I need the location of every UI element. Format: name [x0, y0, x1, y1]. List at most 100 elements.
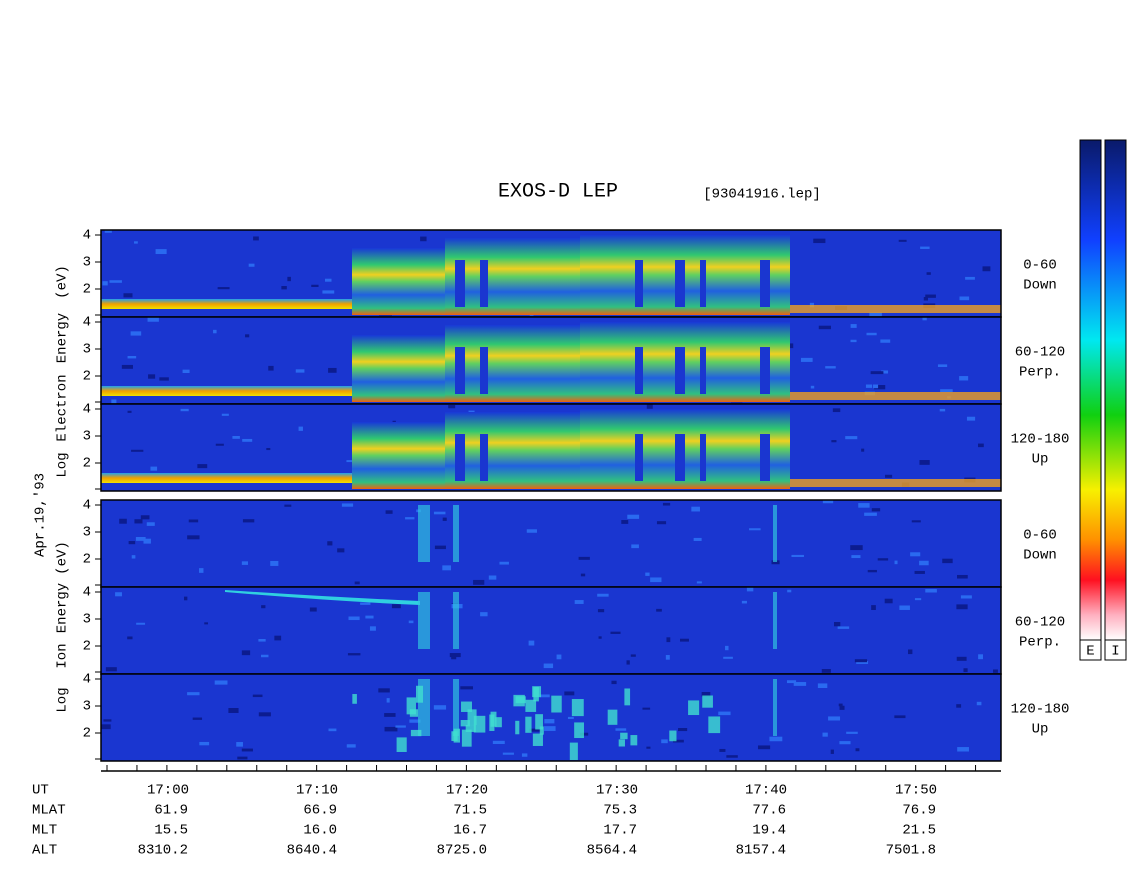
texture — [650, 577, 662, 583]
gap — [760, 434, 770, 481]
texture — [656, 608, 662, 612]
y-tick-label: 2 — [83, 369, 91, 385]
panel-angle: 120-180 — [1011, 702, 1070, 718]
ion-burst — [618, 739, 625, 747]
panel-angle: 0-60 — [1023, 528, 1057, 544]
texture — [499, 561, 509, 565]
low-band — [790, 479, 1001, 487]
row-label: MLT — [32, 823, 57, 839]
texture — [128, 541, 136, 545]
ion-burst — [467, 709, 477, 726]
texture — [957, 574, 968, 579]
ion-burst — [569, 742, 578, 760]
texture — [237, 756, 248, 760]
texture — [661, 739, 668, 744]
texture — [959, 376, 969, 381]
texture — [184, 596, 188, 601]
ion-burst — [571, 699, 584, 717]
texture — [656, 521, 667, 525]
gap — [760, 260, 770, 307]
texture — [741, 600, 747, 604]
texture — [442, 565, 451, 571]
texture — [749, 528, 761, 531]
texture — [925, 589, 937, 593]
texture — [140, 515, 150, 520]
texture — [109, 280, 122, 283]
panel-angle: 60-120 — [1015, 615, 1065, 631]
texture — [528, 640, 535, 646]
texture — [884, 598, 893, 604]
texture — [856, 660, 869, 664]
texture — [241, 650, 251, 656]
ion-burst — [669, 730, 677, 742]
active-region — [352, 422, 445, 489]
ion-burst — [525, 699, 537, 712]
texture — [869, 312, 882, 317]
ion-burst — [460, 720, 470, 727]
low-band — [101, 473, 356, 483]
texture — [146, 522, 155, 526]
texture — [328, 728, 337, 732]
texture — [925, 294, 936, 298]
texture — [221, 413, 229, 416]
row-value: 7501.8 — [886, 843, 936, 859]
texture — [311, 284, 319, 287]
ion-burst — [461, 701, 472, 712]
row-label: ALT — [32, 843, 57, 859]
texture — [894, 560, 898, 565]
texture — [966, 416, 976, 421]
ion-burst — [415, 685, 424, 703]
texture — [791, 554, 804, 558]
texture — [832, 408, 841, 413]
texture — [385, 510, 393, 514]
y-axis-label: Energy — [55, 313, 71, 363]
texture — [726, 755, 738, 758]
texture — [242, 438, 253, 442]
texture — [959, 296, 970, 301]
row-value: 77.6 — [752, 803, 786, 819]
texture — [626, 660, 630, 665]
row-label: MLAT — [32, 803, 66, 819]
texture — [134, 519, 143, 524]
texture — [845, 436, 858, 440]
y-axis-label: Electron — [55, 374, 71, 441]
texture — [102, 281, 108, 286]
row-value: 8310.2 — [138, 843, 188, 859]
texture — [870, 371, 884, 375]
spectrogram-bg — [101, 500, 1001, 587]
texture — [449, 653, 461, 658]
y-tick-label: 3 — [83, 342, 91, 358]
row-value: 8157.4 — [736, 843, 786, 859]
panel-frame — [100, 403, 1002, 492]
texture — [199, 741, 210, 746]
texture — [274, 635, 282, 641]
row-value: 8564.4 — [587, 843, 637, 859]
gap — [675, 434, 685, 481]
gap — [455, 260, 465, 307]
texture — [322, 290, 335, 294]
texture — [281, 286, 287, 290]
texture — [850, 545, 863, 551]
texture — [347, 653, 361, 656]
texture — [101, 724, 111, 730]
texture — [672, 739, 684, 743]
ion-burst — [688, 700, 700, 716]
texture — [817, 683, 828, 689]
row-value: 17:40 — [745, 783, 787, 799]
texture — [192, 717, 203, 720]
texture — [813, 238, 826, 244]
texture — [369, 626, 376, 631]
texture — [894, 715, 906, 719]
texture — [131, 449, 144, 452]
low-band — [101, 386, 356, 396]
texture — [104, 230, 112, 233]
ion-feature — [773, 679, 777, 736]
ion-feature — [418, 592, 430, 649]
texture — [645, 572, 650, 576]
row-value: 75.3 — [603, 803, 637, 819]
texture — [378, 688, 390, 693]
y-tick-label: 2 — [83, 282, 91, 298]
title: EXOS-D LEP — [498, 180, 618, 203]
texture — [615, 728, 627, 731]
